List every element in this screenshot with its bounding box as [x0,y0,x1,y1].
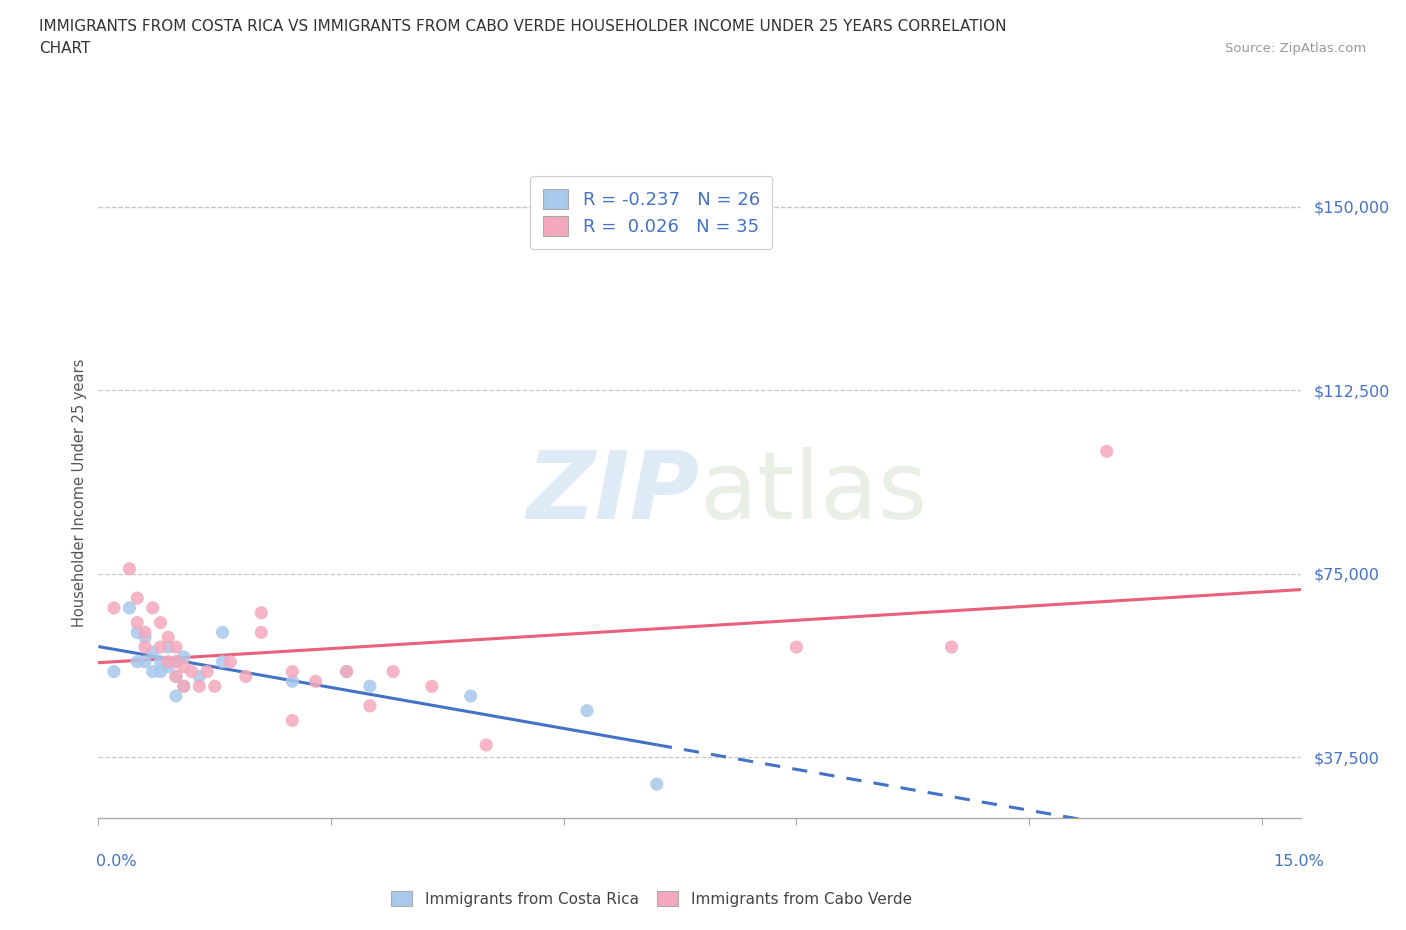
Point [134,655,156,670]
Point [250,605,273,620]
Text: CHART: CHART [39,41,91,56]
Point [118,601,141,616]
Point [142,664,165,679]
Point [173,659,195,674]
Point [219,655,242,670]
Point [475,737,498,752]
Point [359,698,381,713]
Point [103,664,125,679]
Point [127,615,149,630]
Point [188,679,211,694]
Text: ZIP: ZIP [527,447,699,538]
Point [336,664,359,679]
Point [281,674,304,689]
Point [281,664,304,679]
Point [149,655,172,670]
Point [195,664,218,679]
Point [134,630,156,644]
Point [149,664,172,679]
Text: 15.0%: 15.0% [1274,854,1324,869]
Point [103,601,125,616]
Point [165,688,187,703]
Point [165,669,187,684]
Point [1095,444,1118,458]
Point [118,562,141,577]
Point [165,669,187,684]
Point [165,655,187,670]
Point [359,679,381,694]
Point [157,659,180,674]
Point [304,674,326,689]
Point [235,669,257,684]
Point [165,655,187,670]
Text: Source: ZipAtlas.com: Source: ZipAtlas.com [1226,42,1367,55]
Point [336,664,359,679]
Point [382,664,405,679]
Point [157,640,180,655]
Point [173,679,195,694]
Point [127,655,149,670]
Point [142,601,165,616]
Point [157,655,180,670]
Point [211,655,233,670]
Point [165,640,187,655]
Point [180,664,202,679]
Point [149,615,172,630]
Text: 0.0%: 0.0% [96,854,136,869]
Point [127,625,149,640]
Point [460,688,482,703]
Point [134,625,156,640]
Point [281,713,304,728]
Point [173,649,195,664]
Point [127,591,149,605]
Point [142,644,165,659]
Point [204,679,226,694]
Point [645,777,668,791]
Point [211,625,233,640]
Point [149,640,172,655]
Point [420,679,443,694]
Legend: Immigrants from Costa Rica, Immigrants from Cabo Verde: Immigrants from Costa Rica, Immigrants f… [385,884,918,913]
Point [188,669,211,684]
Point [576,703,599,718]
Point [157,630,180,644]
Point [173,679,195,694]
Point [785,640,807,655]
Text: atlas: atlas [699,447,928,538]
Point [941,640,963,655]
Point [250,625,273,640]
Point [134,640,156,655]
Text: IMMIGRANTS FROM COSTA RICA VS IMMIGRANTS FROM CABO VERDE HOUSEHOLDER INCOME UNDE: IMMIGRANTS FROM COSTA RICA VS IMMIGRANTS… [39,19,1007,33]
Y-axis label: Householder Income Under 25 years: Householder Income Under 25 years [72,359,87,627]
